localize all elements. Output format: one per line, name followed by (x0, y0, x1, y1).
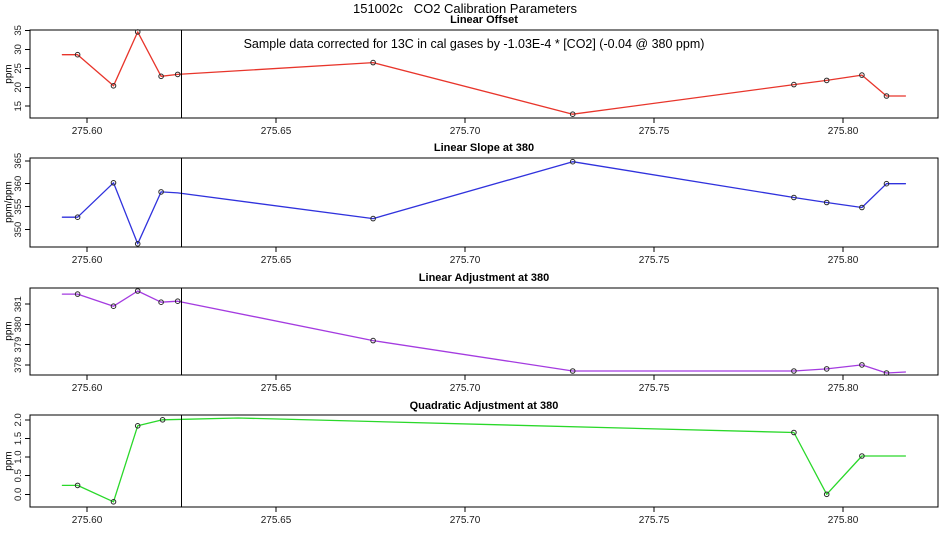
quadratic-adjustment-at-380-series-line (61, 417, 907, 503)
linear-slope-at-380-data-point (883, 180, 890, 187)
linear-offset-data-point (791, 81, 797, 88)
main-title: 151002c CO2 Calibration Parameters (352, 1, 577, 16)
x-tick-label: 275.70 (450, 255, 481, 266)
quadratic-adjustment-at-380-data-point (159, 417, 166, 423)
x-tick-label: 275.80 (828, 126, 859, 137)
x-tick-label: 275.70 (450, 515, 481, 526)
x-tick-label: 275.65 (261, 255, 292, 266)
linear-offset-data-point (823, 77, 830, 84)
linear-offset-data-point (174, 71, 181, 78)
plot-box-linear-adjustment-at-380 (29, 287, 939, 376)
panel-title-linear-slope: Linear Slope at 380 (433, 142, 535, 154)
linear-adjustment-at-380-data-point (883, 370, 890, 376)
linear-slope-at-380-data-point (158, 189, 164, 195)
y-tick-label: 20 (13, 82, 24, 93)
x-tick-label: 275.65 (261, 515, 292, 526)
linear-slope-at-380-data-point (823, 199, 830, 206)
y-tick-label: 379 (13, 337, 24, 353)
quadratic-adjustment-at-380-data-point (110, 499, 117, 505)
x-tick-label: 275.70 (450, 383, 481, 394)
x-tick-label: 275.60 (72, 255, 103, 266)
x-tick-label: 275.75 (639, 383, 670, 394)
x-tick-label: 275.75 (639, 255, 670, 266)
quadratic-adjustment-at-380-data-point (791, 429, 797, 436)
linear-adjustment-at-380-data-point (134, 288, 141, 294)
x-tick-label: 275.60 (72, 515, 103, 526)
linear-offset-data-point (370, 59, 376, 66)
y-tick-label: 350 (13, 222, 24, 238)
y-tick-label: 360 (13, 176, 24, 192)
linear-offset-data-point (74, 51, 81, 58)
linear-adjustment-at-380-data-point (569, 368, 576, 374)
linear-adjustment-at-380-data-point (370, 337, 376, 344)
y-tick-label: 365 (13, 153, 24, 169)
linear-adjustment-at-380-data-point (110, 303, 117, 310)
linear-adjustment-at-380-data-point (791, 368, 797, 374)
plot-box-linear-offset (29, 29, 939, 119)
x-tick-label: 275.65 (261, 383, 292, 394)
y-tick-label: 1.0 (13, 450, 24, 463)
linear-adjustment-at-380-data-point (823, 366, 830, 372)
linear-offset-data-point (110, 83, 117, 89)
linear-slope-at-380-data-point (110, 180, 117, 186)
linear-slope-at-380-data-point (859, 204, 865, 211)
x-tick-label: 275.60 (72, 126, 103, 137)
x-tick-label: 275.75 (639, 515, 670, 526)
linear-slope-at-380-data-point (569, 158, 576, 165)
linear-offset-series-line (61, 31, 907, 115)
y-tick-label: 0.5 (13, 469, 24, 482)
x-tick-label: 275.60 (72, 383, 103, 394)
linear-slope-at-380-series-line (61, 161, 907, 245)
plot-box-quadratic-adjustment-at-380 (29, 414, 939, 508)
linear-offset-data-point (859, 72, 865, 78)
y-tick-label: 380 (13, 316, 24, 332)
x-tick-label: 275.75 (639, 126, 670, 137)
panel-title-linear-offset: Linear Offset (450, 14, 518, 26)
x-tick-label: 275.80 (828, 383, 859, 394)
y-tick-label: 2.0 (13, 413, 24, 426)
linear-offset-data-point (883, 93, 890, 99)
quadratic-adjustment-at-380-data-point (74, 482, 81, 489)
y-tick-label: 378 (13, 357, 24, 373)
linear-offset-data-point (134, 29, 141, 35)
linear-slope-at-380-data-point (370, 215, 376, 222)
linear-slope-at-380-data-point (791, 194, 797, 201)
panel-title-quadratic-adjustment: Quadratic Adjustment at 380 (409, 400, 559, 412)
x-tick-label: 275.80 (828, 515, 859, 526)
linear-adjustment-at-380-data-point (859, 362, 865, 368)
linear-slope-at-380-data-point (74, 214, 81, 220)
quadratic-adjustment-at-380-data-point (134, 423, 141, 429)
linear-offset-data-point (569, 111, 576, 117)
correction-annotation: Sample data corrected for 13C in cal gas… (243, 37, 705, 51)
x-tick-label: 275.65 (261, 126, 292, 137)
y-tick-label: 1.5 (13, 432, 24, 445)
linear-adjustment-at-380-data-point (158, 299, 164, 306)
y-tick-label: 15 (13, 101, 24, 112)
linear-offset-data-point (158, 73, 164, 80)
linear-adjustment-at-380-data-point (174, 298, 181, 305)
y-tick-label: 381 (13, 296, 24, 312)
linear-adjustment-at-380-data-point (74, 291, 81, 297)
linear-slope-at-380-data-point (134, 241, 141, 247)
x-tick-label: 275.70 (450, 126, 481, 137)
y-tick-label: 35 (13, 25, 24, 36)
plot-box-linear-slope-at-380 (29, 157, 939, 248)
y-tick-label: 355 (13, 199, 24, 215)
y-tick-label: 30 (13, 44, 24, 55)
quadratic-adjustment-at-380-data-point (823, 491, 830, 498)
x-tick-label: 275.80 (828, 255, 859, 266)
y-tick-label: 25 (13, 63, 24, 74)
linear-adjustment-at-380-series-line (61, 290, 907, 374)
y-tick-label: 0.0 (13, 488, 24, 501)
panel-title-linear-adjustment: Linear Adjustment at 380 (418, 272, 550, 284)
quadratic-adjustment-at-380-data-point (859, 453, 865, 459)
